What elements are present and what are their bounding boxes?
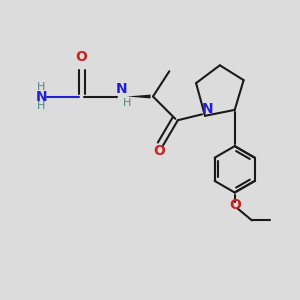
Text: H: H xyxy=(123,98,131,108)
Polygon shape xyxy=(127,94,151,98)
Text: N: N xyxy=(36,89,47,103)
Text: O: O xyxy=(76,50,88,64)
Text: O: O xyxy=(153,144,165,158)
Text: N: N xyxy=(116,82,128,96)
Text: H: H xyxy=(37,101,46,111)
Text: H: H xyxy=(37,82,46,92)
Text: N: N xyxy=(202,102,213,116)
Text: O: O xyxy=(229,198,241,212)
